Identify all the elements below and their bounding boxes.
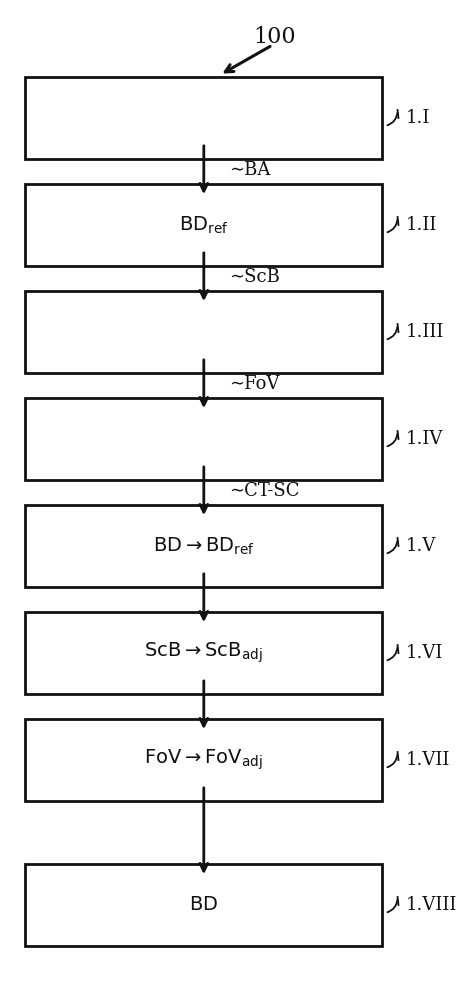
- Bar: [25, 612, 382, 694]
- Text: 1.VI: 1.VI: [405, 644, 443, 662]
- Text: ∼FoV: ∼FoV: [229, 375, 279, 393]
- Text: ∼CT-SC: ∼CT-SC: [229, 482, 300, 500]
- Text: 1.IV: 1.IV: [405, 430, 443, 448]
- Text: $\mathrm{BD{\rightarrow}BD_{ref}}$: $\mathrm{BD{\rightarrow}BD_{ref}}$: [153, 535, 255, 557]
- Text: $\mathrm{FoV{\rightarrow}FoV_{adj}}$: $\mathrm{FoV{\rightarrow}FoV_{adj}}$: [144, 748, 263, 772]
- Bar: [25, 184, 382, 266]
- Bar: [25, 291, 382, 373]
- Bar: [25, 77, 382, 159]
- Text: 1.II: 1.II: [405, 216, 437, 234]
- Text: $\mathrm{BD}$: $\mathrm{BD}$: [189, 896, 218, 914]
- Text: $\mathrm{ScB{\rightarrow}ScB_{adj}}$: $\mathrm{ScB{\rightarrow}ScB_{adj}}$: [144, 641, 263, 665]
- Text: 1.VII: 1.VII: [405, 751, 450, 769]
- Text: ∼ScB: ∼ScB: [229, 268, 280, 286]
- Bar: [25, 864, 382, 946]
- Text: 1.III: 1.III: [405, 323, 444, 341]
- Bar: [25, 398, 382, 480]
- Text: ∼BA: ∼BA: [229, 161, 270, 179]
- Text: $\mathrm{BD_{ref}}$: $\mathrm{BD_{ref}}$: [179, 214, 229, 236]
- Text: 1.I: 1.I: [405, 109, 430, 127]
- Text: 1.VIII: 1.VIII: [405, 896, 457, 914]
- Bar: [25, 505, 382, 587]
- Bar: [25, 719, 382, 801]
- Text: 100: 100: [253, 26, 296, 48]
- Text: 1.V: 1.V: [405, 537, 436, 555]
